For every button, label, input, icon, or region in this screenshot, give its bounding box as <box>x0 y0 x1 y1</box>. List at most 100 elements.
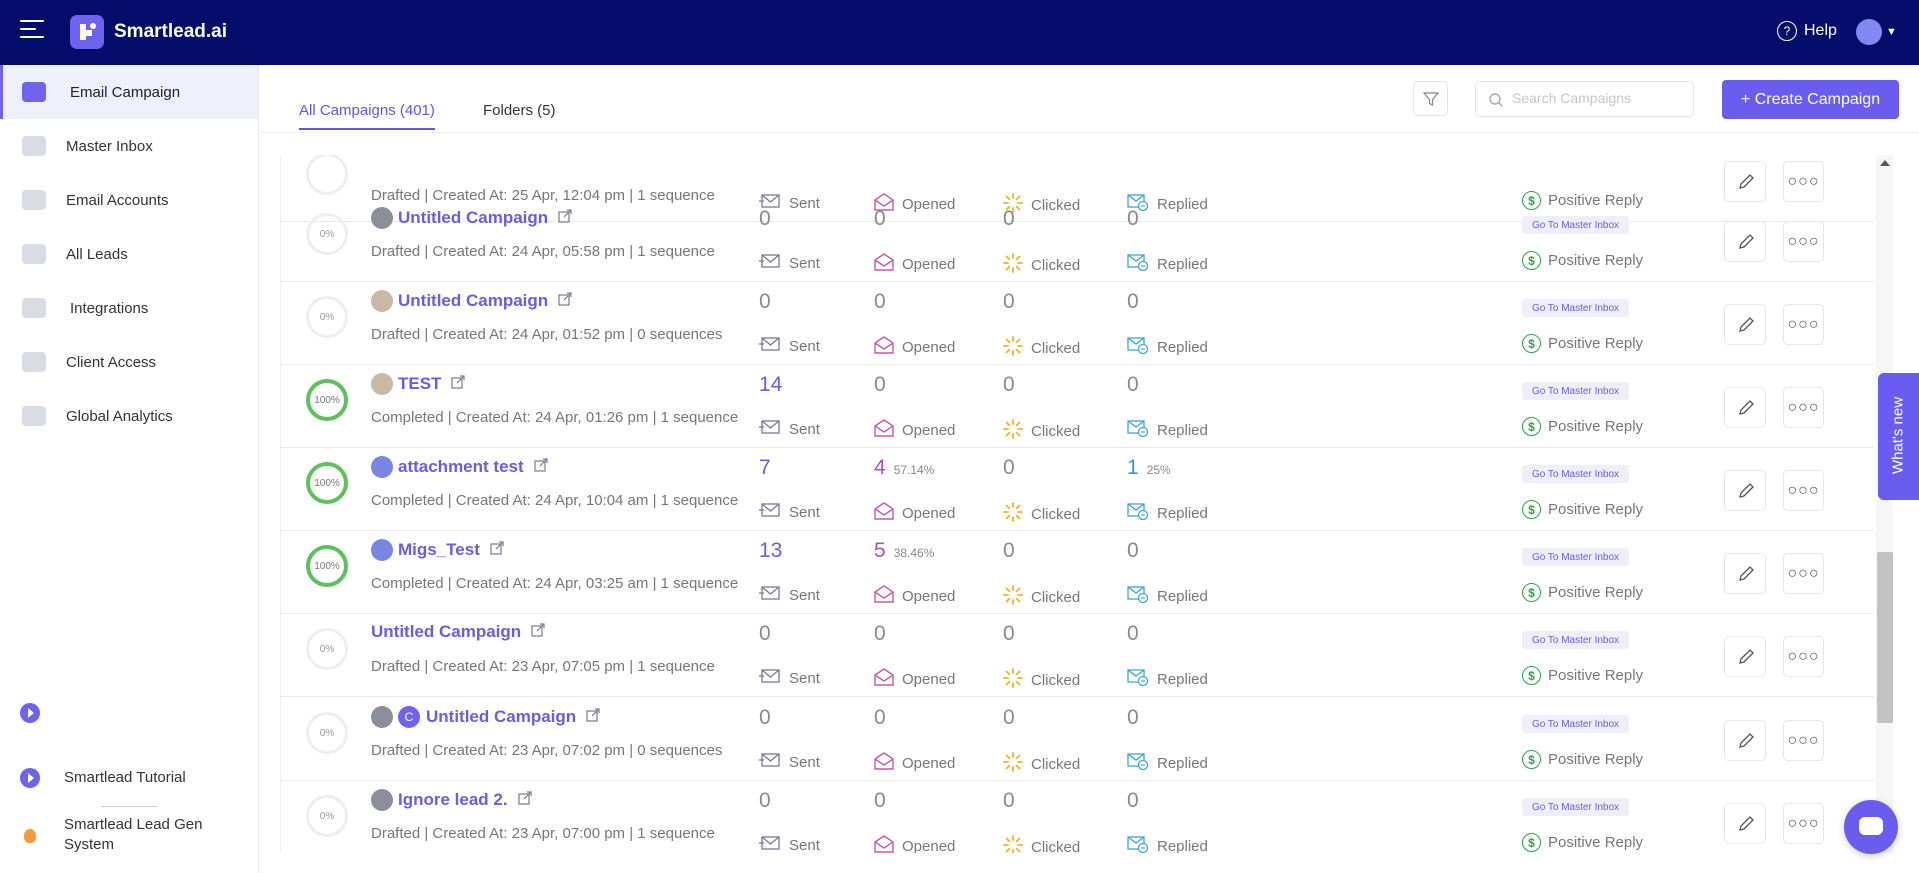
scroll-up-arrow-icon[interactable] <box>1880 160 1890 166</box>
campaign-name-link[interactable]: Untitled Campaign <box>398 208 549 227</box>
opened-count: 0 <box>874 789 886 813</box>
edit-campaign-button[interactable] <box>1724 221 1766 262</box>
whats-new-tab[interactable]: What's new <box>1878 373 1919 500</box>
replied-label: Replied <box>1127 419 1208 441</box>
chat-support-icon[interactable] <box>1844 800 1898 854</box>
go-to-master-inbox-link[interactable]: Go To Master Inbox <box>1522 548 1629 566</box>
more-options-button[interactable]: ○○○ <box>1783 221 1824 262</box>
sent-label-text: Sent <box>789 194 820 212</box>
more-options-button[interactable]: ○○○ <box>1783 470 1824 511</box>
external-link-icon[interactable] <box>531 622 545 642</box>
go-to-master-inbox-link[interactable]: Go To Master Inbox <box>1522 715 1629 733</box>
search-input[interactable] <box>1512 90 1687 106</box>
create-campaign-button[interactable]: + Create Campaign <box>1722 80 1899 119</box>
external-link-icon[interactable] <box>558 208 572 228</box>
more-options-button[interactable]: ○○○ <box>1783 161 1824 202</box>
go-to-master-inbox-link[interactable]: Go To Master Inbox <box>1522 382 1629 400</box>
replied-count: 0 <box>1127 706 1139 730</box>
sidebar-item-lead-gen-system[interactable]: Smartlead Lead Gen System <box>0 815 258 859</box>
filter-button[interactable] <box>1413 81 1448 116</box>
edit-campaign-button[interactable] <box>1724 720 1766 761</box>
campaign-name-link[interactable]: Untitled Campaign <box>426 707 577 726</box>
more-options-button[interactable]: ○○○ <box>1783 553 1824 594</box>
campaign-name-link[interactable]: Migs_Test <box>398 540 480 559</box>
opened-label-text: Opened <box>902 587 956 605</box>
sidebar-item-label: Client Access <box>66 353 157 371</box>
go-to-master-inbox-link[interactable]: Go To Master Inbox <box>1522 631 1629 649</box>
sidebar-item-master-inbox[interactable]: Master Inbox <box>0 119 258 173</box>
click-icon <box>1003 253 1023 277</box>
sent-count: 13 <box>759 539 782 563</box>
positive-reply: $ Positive Reply <box>1522 417 1643 436</box>
campaign-name-link[interactable]: Ignore lead 2. <box>398 790 508 809</box>
sidebar-item-global-analytics[interactable]: Global Analytics <box>0 389 258 443</box>
tab-all-campaigns[interactable]: All Campaigns (401) <box>299 102 435 130</box>
campaign-name-link[interactable]: TEST <box>398 374 442 393</box>
positive-reply: $ Positive Reply <box>1522 750 1643 769</box>
go-to-master-inbox-link[interactable]: Go To Master Inbox <box>1522 299 1629 317</box>
external-link-icon[interactable] <box>490 540 504 560</box>
reply-mail-icon <box>1127 336 1149 358</box>
edit-campaign-button[interactable] <box>1724 304 1766 345</box>
edit-campaign-button[interactable] <box>1724 803 1766 844</box>
go-to-master-inbox-link[interactable]: Go To Master Inbox <box>1522 216 1629 234</box>
edit-campaign-button[interactable] <box>1724 470 1766 511</box>
app-logo[interactable]: Smartlead.ai <box>70 15 227 49</box>
help-button[interactable]: ? Help <box>1777 21 1837 41</box>
campaign-name-link[interactable]: Untitled Campaign <box>398 291 549 310</box>
more-options-button[interactable]: ○○○ <box>1783 304 1824 345</box>
sidebar-item-client-access[interactable]: Client Access <box>0 335 258 389</box>
clicked-label: Clicked <box>1003 336 1080 360</box>
clicked-label: Clicked <box>1003 502 1080 526</box>
replied-value: 0 <box>1127 706 1139 729</box>
external-link-icon[interactable] <box>517 790 532 810</box>
clicked-label: Clicked <box>1003 752 1080 776</box>
external-link-icon[interactable] <box>534 457 548 477</box>
edit-campaign-button[interactable] <box>1724 553 1766 594</box>
sidebar-item-email-campaign[interactable]: Email Campaign <box>0 65 258 119</box>
opened-mail-icon <box>874 419 894 441</box>
edit-campaign-button[interactable] <box>1724 387 1766 428</box>
scrollbar-track[interactable] <box>1876 155 1893 853</box>
tab-folders[interactable]: Folders (5) <box>483 102 556 119</box>
opened-mail-icon <box>874 668 894 690</box>
sidebar-item-email-accounts[interactable]: Email Accounts <box>0 173 258 227</box>
sent-count: 7 <box>759 456 771 480</box>
go-to-master-inbox-link[interactable]: Go To Master Inbox <box>1522 798 1629 816</box>
more-options-button[interactable]: ○○○ <box>1783 387 1824 428</box>
opened-mail-icon <box>874 835 894 853</box>
external-link-icon[interactable] <box>586 707 600 727</box>
sidebar-item-tutorial[interactable]: Smartlead Tutorial <box>0 766 258 790</box>
positive-reply-label: Positive Reply <box>1548 584 1644 601</box>
more-options-button[interactable]: ○○○ <box>1783 720 1824 761</box>
menu-icon[interactable] <box>20 20 44 42</box>
click-icon <box>1003 336 1023 360</box>
sidebar-item-integrations[interactable]: Integrations <box>0 281 258 335</box>
chevron-down-icon[interactable]: ▼ <box>1886 26 1897 38</box>
external-link-icon[interactable] <box>558 291 572 311</box>
more-options-button[interactable]: ○○○ <box>1783 636 1824 677</box>
replied-value: 0 <box>1127 539 1139 562</box>
dollar-icon: $ <box>1522 251 1541 270</box>
external-link-icon[interactable] <box>451 374 466 394</box>
replied-label: Replied <box>1127 668 1208 690</box>
campaign-name-link[interactable]: Untitled Campaign <box>371 622 522 641</box>
go-to-master-inbox-link[interactable]: Go To Master Inbox <box>1522 465 1629 483</box>
edit-campaign-button[interactable] <box>1724 161 1766 202</box>
more-options-button[interactable]: ○○○ <box>1783 803 1824 844</box>
opened-percent: 57.14% <box>893 463 935 477</box>
sent-mail-icon <box>759 419 781 439</box>
opened-count: 5 38.46% <box>874 539 934 563</box>
user-avatar[interactable] <box>1856 19 1882 45</box>
sent-count: 0 <box>759 789 771 813</box>
replied-value: 0 <box>1127 789 1139 812</box>
sidebar-item-tutorial[interactable] <box>0 703 258 795</box>
progress-circle: 100% <box>306 462 348 504</box>
edit-campaign-button[interactable] <box>1724 636 1766 677</box>
question-icon: ? <box>1777 21 1797 41</box>
campaign-name-link[interactable]: attachment test <box>398 457 524 476</box>
opened-percent: 38.46% <box>893 546 935 560</box>
scrollbar-thumb[interactable] <box>1877 552 1893 723</box>
sidebar-item-all-leads[interactable]: All Leads <box>0 227 258 281</box>
campaign-title: Untitled Campaign <box>371 207 572 229</box>
